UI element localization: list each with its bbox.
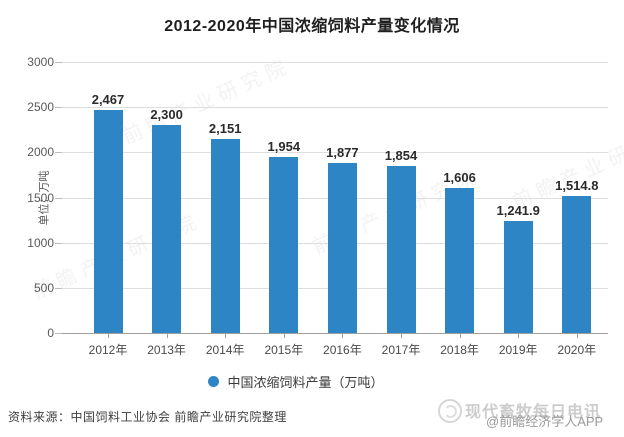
- x-tick-label: 2015年: [264, 343, 304, 357]
- x-axis-line: [62, 333, 608, 334]
- x-tick-mark: [342, 333, 344, 338]
- x-tick-mark: [108, 333, 109, 338]
- x-tick-label: 2017年: [381, 343, 421, 357]
- y-tick-mark: [55, 62, 62, 63]
- x-tick-mark: [401, 333, 402, 338]
- y-tick-mark: [55, 287, 62, 289]
- y-tick-label: 1000: [27, 235, 54, 250]
- gridline: [62, 152, 608, 154]
- chart-title: 2012-2020年中国浓缩饲料产量变化情况: [164, 18, 460, 35]
- bar-value-label: 1,877: [326, 145, 359, 161]
- x-tick-label: 2019年: [498, 343, 538, 357]
- x-tick-mark: [518, 333, 520, 338]
- bar: [503, 220, 533, 333]
- bar-value-label: 1,241.9: [496, 202, 540, 218]
- bar: [93, 110, 123, 333]
- y-tick-mark: [55, 333, 62, 334]
- bar-value-label: 1,954: [267, 138, 301, 154]
- bar: [152, 125, 182, 333]
- y-tick-mark: [55, 107, 62, 109]
- x-tick-label: 2018年: [440, 343, 479, 357]
- x-tick-mark: [459, 333, 461, 338]
- brand-watermark-group: 现代畜牧每日电讯 @前瞻经济学人APP: [438, 397, 624, 431]
- legend-label: 中国浓缩饲料产量（万吨）: [227, 375, 384, 390]
- y-tick-label: 1500: [27, 190, 54, 205]
- y-tick-mark: [55, 152, 62, 154]
- source-note: 资料来源：中国饲料工业协会 前瞻产业研究院整理: [8, 410, 287, 424]
- bar-value-label: 2,300: [150, 107, 183, 123]
- y-tick-label: 2500: [27, 100, 54, 115]
- bar: [562, 196, 592, 333]
- bar: [210, 138, 240, 333]
- x-tick-mark: [283, 333, 285, 338]
- x-tick-mark: [576, 333, 578, 338]
- x-tick-mark: [225, 333, 227, 338]
- bar-value-label: 1,606: [443, 169, 476, 185]
- bar: [386, 165, 416, 333]
- bar: [269, 156, 299, 333]
- y-tick-label: 0: [47, 326, 54, 340]
- gridline: [62, 62, 608, 63]
- legend-circle-marker-icon: [208, 376, 220, 387]
- bar-value-label: 2,467: [91, 92, 125, 108]
- plot-area: 单位：万吨 0 500 1000 1500 2000 2500 3000 2,467 2012年…: [27, 55, 608, 357]
- y-tick-mark: [55, 197, 62, 199]
- brand-credit: @前瞻经济学人APP: [486, 414, 604, 429]
- legend: 中国浓缩饲料产量（万吨）: [0, 372, 592, 391]
- x-tick-label: 2016年: [323, 343, 362, 357]
- bar: [445, 187, 475, 333]
- y-tick-label: 500: [33, 280, 54, 295]
- x-tick-label: 2012年: [88, 343, 128, 357]
- bar-value-label: 1,854: [384, 147, 418, 163]
- x-tick-mark: [166, 333, 168, 338]
- x-tick-label: 2014年: [205, 343, 245, 357]
- y-tick-mark: [55, 242, 62, 244]
- brand-logo-icon: [438, 399, 462, 423]
- bar-value-label: 2,151: [208, 120, 242, 136]
- bar: [327, 163, 357, 333]
- y-tick-label: 2000: [27, 145, 54, 160]
- x-tick-label: 2020年: [557, 343, 597, 357]
- x-tick-label: 2013年: [147, 343, 186, 357]
- brand-name: 现代畜牧每日电讯: [465, 404, 602, 421]
- bar-value-label: 1,514.8: [555, 178, 599, 194]
- y-tick-label: 3000: [27, 55, 54, 69]
- gridline: [62, 107, 608, 109]
